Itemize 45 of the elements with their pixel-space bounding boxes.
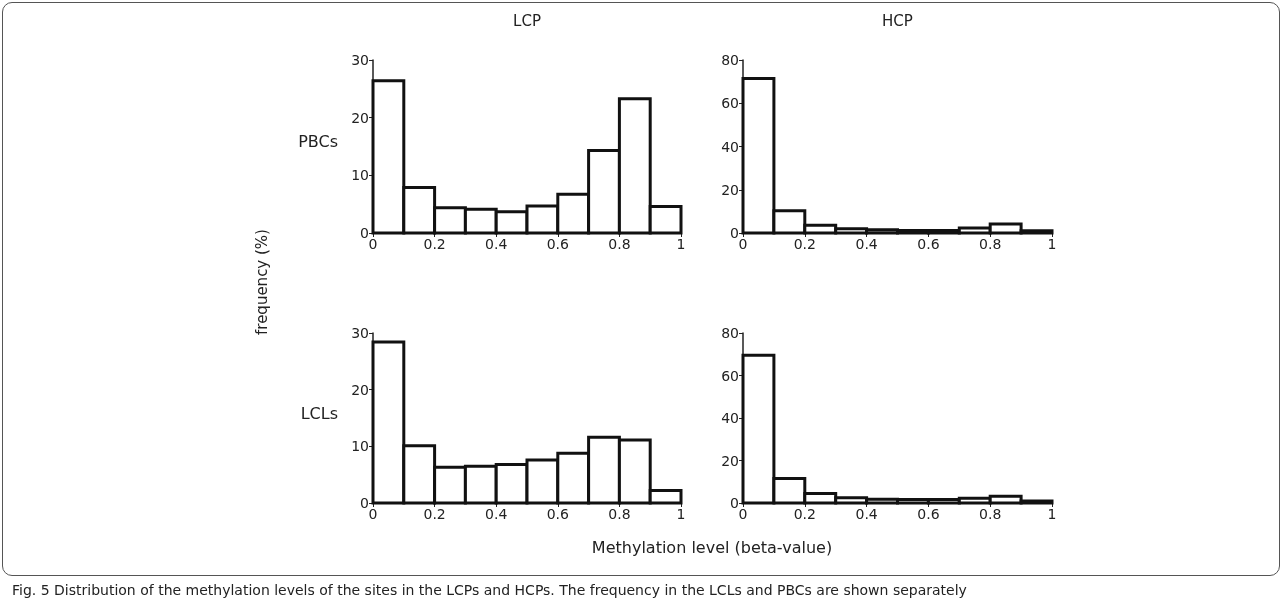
y-tick-label: 10	[351, 167, 369, 184]
x-tick-label: 1	[1047, 506, 1057, 522]
x-tick-label: 0.8	[608, 236, 631, 252]
x-tick-label: 0.8	[979, 506, 1002, 522]
x-tick-label: 0.4	[855, 506, 878, 522]
x-tick-label: 1	[676, 236, 686, 252]
x-tick-label: 0.2	[793, 506, 816, 522]
y-tick-label: 40	[721, 410, 739, 426]
y-tick-label: 60	[721, 367, 739, 384]
x-tick-label: 0.6	[546, 506, 570, 522]
x-tick-label: 0.4	[485, 236, 508, 252]
x-tick-label: 0.8	[979, 236, 1002, 252]
x-tick-label: 1	[1047, 236, 1057, 252]
text: LCLs	[300, 403, 338, 423]
y-tick-label: 20	[351, 109, 369, 126]
x-tick-label: 0.2	[793, 236, 816, 252]
x-tick-label: 0.4	[855, 236, 878, 252]
x-tick-label: 1	[676, 506, 686, 522]
x-tick-label: 0.6	[917, 506, 940, 522]
y-tick-label: 30	[351, 325, 369, 341]
x-tick-label: 0.6	[546, 236, 570, 252]
x-axis-title: Methylation level (beta-value)	[591, 538, 833, 557]
y-tick-label: 80	[721, 325, 739, 341]
x-tick-label: 0.2	[423, 506, 446, 522]
y-tick-label: 10	[351, 438, 369, 455]
y-tick-label: 0	[730, 495, 739, 511]
chart-title: LCP	[513, 12, 541, 30]
y-tick-label: 80	[721, 52, 739, 68]
caption: Fig. 5 Distribution of the methylation levels of the sites in the LCPs and HCPs. The frequency in the LCLs and PBCs are shown separately	[12, 582, 967, 598]
y-tick-label: 20	[721, 181, 739, 198]
y-tick-label: 30	[351, 52, 369, 68]
x-tick-label: 0.4	[485, 506, 508, 522]
y-tick-label: 0	[360, 495, 369, 511]
x-tick-label: 0.2	[423, 236, 446, 252]
x-tick-label: 0.6	[917, 236, 940, 252]
text: PBCs	[298, 131, 338, 151]
y-axis-title: frequency (%)	[253, 229, 271, 335]
x-tick-label: 0.8	[608, 506, 631, 522]
y-tick-label: 0	[360, 225, 369, 241]
y-tick-label: 20	[721, 452, 739, 469]
chart-title: HCP	[882, 12, 913, 30]
y-tick-label: 0	[730, 225, 739, 241]
y-tick-label: 60	[721, 95, 739, 112]
y-tick-label: 20	[351, 381, 369, 398]
y-tick-label: 40	[721, 138, 739, 155]
